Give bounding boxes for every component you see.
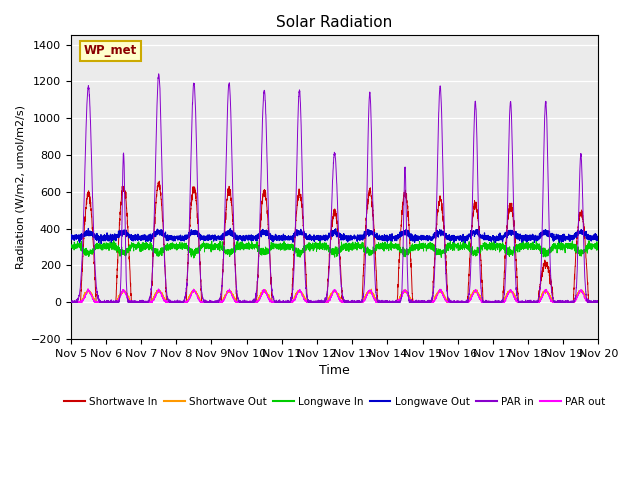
X-axis label: Time: Time — [319, 364, 350, 377]
Text: WP_met: WP_met — [84, 45, 137, 58]
Legend: Shortwave In, Shortwave Out, Longwave In, Longwave Out, PAR in, PAR out: Shortwave In, Shortwave Out, Longwave In… — [60, 393, 609, 411]
Title: Solar Radiation: Solar Radiation — [276, 15, 393, 30]
Y-axis label: Radiation (W/m2, umol/m2/s): Radiation (W/m2, umol/m2/s) — [15, 105, 25, 269]
